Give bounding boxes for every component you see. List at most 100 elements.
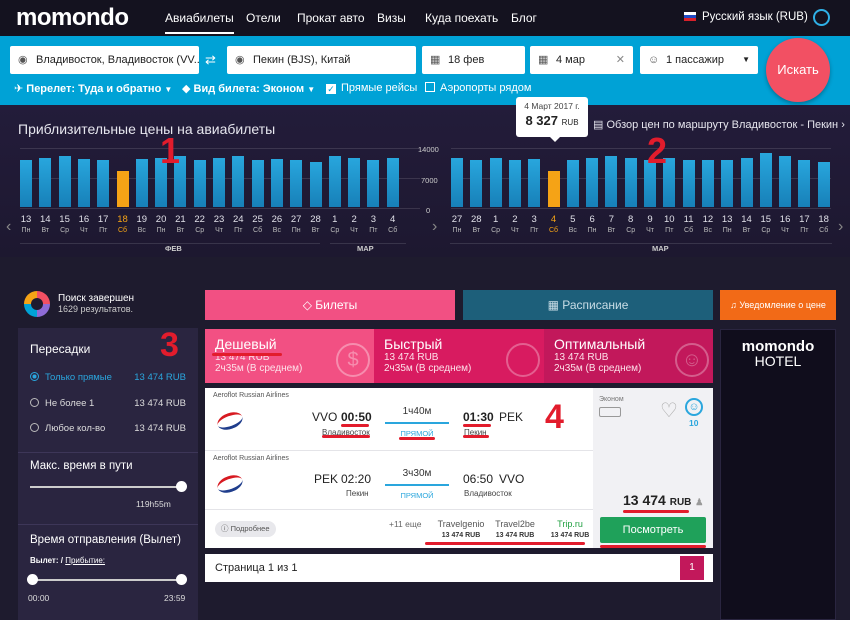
date-label[interactable]: 10	[664, 214, 675, 225]
sort-optimal[interactable]: Оптимальный 13 474 RUB 2ч35м (В среднем)…	[544, 329, 713, 383]
clear-icon[interactable]: ✕	[615, 54, 625, 66]
price-bar[interactable]	[547, 171, 560, 207]
date-label[interactable]: 18	[818, 214, 829, 225]
price-bar[interactable]	[682, 159, 695, 207]
date-label[interactable]: 17	[799, 214, 810, 225]
price-bar[interactable]	[348, 157, 361, 207]
price-bar[interactable]	[779, 155, 792, 207]
price-bar[interactable]	[193, 159, 206, 207]
search-button[interactable]: Искать	[766, 38, 830, 102]
nearby-airports-checkbox[interactable]: Аэропорты рядом	[425, 82, 531, 94]
price-bar[interactable]	[309, 162, 322, 207]
price-bar[interactable]	[386, 157, 399, 207]
origin-input[interactable]: ◉ Владивосток, Владивосток (VV...	[10, 46, 199, 74]
destination-input[interactable]: ◉ Пекин (BJS), Китай	[227, 46, 416, 74]
date-label[interactable]: 22	[194, 214, 205, 225]
price-bar[interactable]	[77, 159, 90, 207]
date-label[interactable]: 3	[370, 214, 377, 225]
price-bar[interactable]	[116, 170, 129, 207]
price-bar[interactable]	[489, 157, 502, 207]
date-label[interactable]: 24	[233, 214, 244, 225]
price-bar[interactable]	[508, 159, 521, 207]
date-label[interactable]: 16	[779, 214, 791, 225]
date-label[interactable]: 13	[721, 214, 733, 225]
price-bar[interactable]	[759, 153, 772, 207]
price-bar[interactable]	[367, 159, 380, 207]
date-label[interactable]: 1	[332, 214, 338, 225]
price-bar[interactable]	[566, 159, 579, 207]
nav-destinations[interactable]: Куда поехать	[425, 11, 499, 25]
date-label[interactable]: 1	[492, 214, 499, 225]
date-label[interactable]: 3	[531, 214, 537, 225]
price-bar[interactable]	[624, 157, 637, 207]
trip-type-select[interactable]: ✈ Перелет: Туда и обратно ▼	[14, 83, 173, 95]
chart-prev-icon[interactable]: ‹	[6, 218, 12, 235]
view-deal-button[interactable]: Посмотреть	[600, 517, 706, 543]
price-bar[interactable]	[135, 159, 148, 207]
price-alert-button[interactable]: ♫ Уведомление о цене	[720, 290, 836, 320]
price-bar[interactable]	[328, 155, 341, 207]
date-label[interactable]: 23	[213, 214, 225, 225]
price-bar[interactable]	[174, 155, 187, 207]
price-bar[interactable]	[20, 159, 32, 207]
nav-visas[interactable]: Визы	[377, 11, 406, 25]
date-label[interactable]: 14	[741, 214, 752, 225]
logo[interactable]: momondo	[16, 4, 129, 31]
price-bar[interactable]	[605, 155, 618, 207]
max-time-slider-handle[interactable]	[176, 481, 187, 492]
tab-schedule[interactable]: ▦ Расписание	[463, 290, 713, 320]
chart2-next-icon[interactable]: ›	[838, 218, 844, 235]
price-bar[interactable]	[817, 162, 830, 207]
date-label[interactable]: 21	[175, 214, 186, 225]
provider-travel2be[interactable]: Travel2be 13 474 RUB	[495, 519, 535, 539]
date-label[interactable]: 13	[20, 214, 32, 225]
swap-icon[interactable]: ⇄	[205, 52, 216, 67]
price-bar[interactable]	[586, 157, 599, 207]
heart-icon[interactable]: ♡	[660, 400, 678, 422]
date-label[interactable]: 28	[471, 214, 482, 225]
price-bar[interactable]	[528, 159, 541, 207]
date-label[interactable]: 9	[647, 214, 653, 225]
price-bar[interactable]	[155, 157, 168, 207]
price-bar[interactable]	[644, 159, 656, 207]
price-bar[interactable]	[251, 159, 264, 207]
date-label[interactable]: 18	[117, 214, 128, 225]
date-label[interactable]: 25	[252, 214, 263, 225]
chart-next-icon[interactable]: ›	[432, 218, 438, 235]
arrival-time-link[interactable]: Прибытие:	[65, 556, 106, 565]
date-label[interactable]: 26	[271, 214, 283, 225]
price-bar[interactable]	[232, 156, 245, 207]
user-icon[interactable]	[813, 9, 830, 26]
provider-travelgenio[interactable]: Travelgenio 13 474 RUB	[437, 519, 485, 539]
date-label[interactable]: 4	[390, 214, 396, 225]
sort-fastest[interactable]: Быстрый 13 474 RUB 2ч35м (В среднем)	[374, 329, 544, 383]
departure-time-slider[interactable]	[30, 579, 182, 581]
language-selector[interactable]: Русский язык (RUB)	[684, 11, 808, 23]
price-bar[interactable]	[97, 159, 110, 207]
passengers-select[interactable]: ☺ 1 пассажир ▼	[640, 46, 758, 74]
departure-time-start-handle[interactable]	[27, 574, 38, 585]
date-label[interactable]: 20	[155, 214, 167, 225]
route-overview-link[interactable]: ▤ Обзор цен по маршруту Владивосток - Пе…	[593, 119, 845, 131]
date-label[interactable]: 2	[512, 214, 518, 225]
price-bar[interactable]	[470, 159, 483, 207]
price-bar[interactable]	[663, 157, 676, 207]
date-label[interactable]: 4	[550, 214, 557, 225]
date-label[interactable]: 19	[136, 214, 148, 225]
date-label[interactable]: 7	[608, 214, 615, 225]
price-bar[interactable]	[39, 157, 52, 207]
date-label[interactable]: 2	[351, 214, 357, 225]
date-label[interactable]: 15	[760, 214, 772, 225]
stops-option-max1[interactable]: Не более 1	[30, 398, 94, 409]
hotel-ad[interactable]: momondo HOTEL	[720, 329, 836, 620]
depart-date-input[interactable]: ▦ 18 фев	[422, 46, 525, 74]
tab-tickets[interactable]: ◇ Билеты	[205, 290, 455, 320]
date-label[interactable]: 15	[59, 214, 70, 225]
date-label[interactable]: 16	[78, 214, 90, 225]
stops-option-any[interactable]: Любое кол-во	[30, 423, 105, 434]
price-bar[interactable]	[213, 157, 225, 207]
nav-hotels[interactable]: Отели	[246, 11, 281, 25]
nav-flights[interactable]: Авиабилеты	[165, 11, 234, 34]
price-bar[interactable]	[270, 158, 283, 207]
more-providers-link[interactable]: +11 еще	[389, 519, 422, 529]
